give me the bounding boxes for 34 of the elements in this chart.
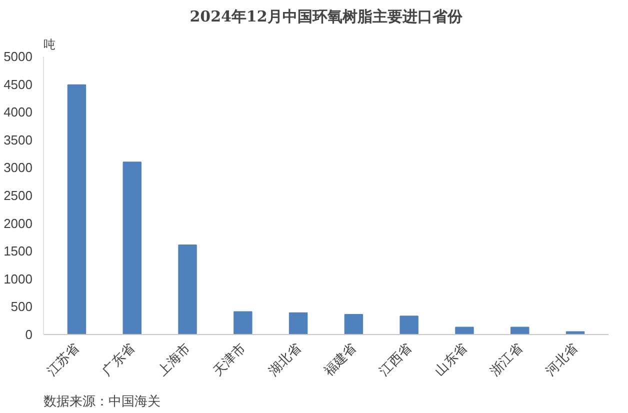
y-tick-label: 3000 [4, 160, 32, 176]
y-tick-label: 1500 [4, 244, 32, 259]
y-tick-label: 0 [25, 327, 33, 342]
x-tick-label: 福建省 [320, 340, 359, 378]
y-tick-label: 3500 [4, 132, 32, 148]
y-tick-label: 4500 [4, 76, 32, 92]
bar [510, 326, 530, 334]
y-tick-label: 2500 [4, 188, 32, 203]
y-tick-label: 500 [10, 299, 33, 314]
y-tick-label: 1000 [4, 271, 32, 286]
bar [122, 162, 142, 334]
bar [234, 311, 252, 334]
bar [455, 326, 474, 334]
chart-title: 2024年12月中国环氧树脂主要进口省份 [190, 8, 464, 26]
bar [288, 312, 308, 334]
x-tick-label: 广东省 [99, 340, 138, 378]
y-axis-title: 吨 [44, 38, 56, 52]
x-tick-label: 江西省 [376, 340, 414, 378]
x-tick-label: 湖北省 [265, 340, 304, 378]
y-tick-label: 4000 [4, 104, 32, 120]
bar [344, 314, 364, 334]
source-note: 数据来源：中国海关 [44, 394, 160, 408]
bar [67, 84, 86, 334]
x-tick-label: 天津市 [210, 340, 248, 378]
bar [400, 316, 418, 334]
y-tick-label: 2000 [4, 216, 32, 231]
bar [566, 331, 585, 334]
x-tick-label: 山东省 [432, 340, 470, 378]
x-tick-label: 河北省 [542, 340, 581, 378]
x-tick-label: 江苏省 [44, 340, 82, 378]
bar [178, 244, 197, 334]
y-tick-label: 5000 [4, 49, 32, 64]
x-tick-label: 浙江省 [486, 340, 526, 378]
x-tick-label: 上海市 [154, 340, 193, 378]
